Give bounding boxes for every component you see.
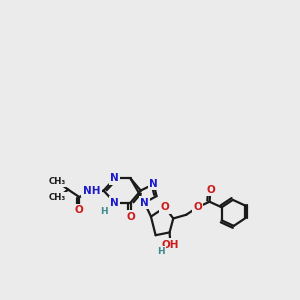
Text: N: N bbox=[140, 198, 149, 208]
Text: O: O bbox=[206, 184, 215, 195]
Text: N: N bbox=[110, 198, 119, 208]
Text: H: H bbox=[100, 208, 107, 217]
Text: O: O bbox=[193, 202, 202, 212]
Text: H: H bbox=[158, 248, 165, 256]
Text: O: O bbox=[75, 205, 84, 215]
Text: O: O bbox=[160, 202, 169, 212]
Text: CH₃: CH₃ bbox=[48, 177, 66, 186]
Text: NH: NH bbox=[83, 186, 100, 196]
Text: O: O bbox=[126, 212, 135, 222]
Text: N: N bbox=[149, 179, 158, 189]
Text: CH₃: CH₃ bbox=[48, 194, 66, 202]
Text: N: N bbox=[110, 173, 119, 184]
Text: OH: OH bbox=[162, 239, 179, 250]
